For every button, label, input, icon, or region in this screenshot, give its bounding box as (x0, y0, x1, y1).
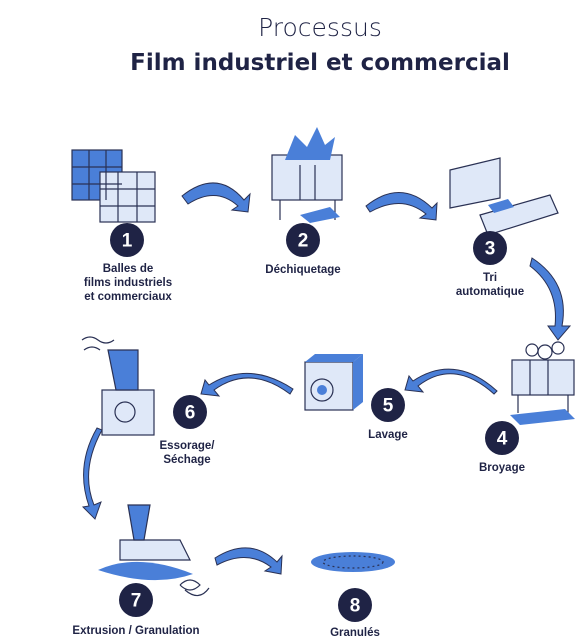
step-label: Déchiquetage (265, 264, 340, 276)
washer-icon (304, 354, 363, 411)
step-number: 5 (383, 396, 394, 417)
step: 4 Broyage (479, 421, 525, 474)
step: 1 Balles de films industriels et commerciau… (84, 223, 172, 303)
step-badge (286, 223, 320, 257)
arrow (214, 547, 283, 575)
step-label: Extrusion / Granulation (72, 625, 199, 637)
step: 5 Lavage (368, 388, 408, 441)
step-number: 8 (350, 596, 361, 617)
step-badge (173, 395, 207, 429)
dryer-icon (81, 336, 155, 436)
step-badge (485, 421, 519, 455)
arrow (181, 182, 251, 213)
title: Processus (258, 13, 382, 42)
step-number: 3 (485, 239, 496, 260)
step-label: Granulés (330, 627, 380, 638)
step: 2 Déchiquetage (265, 223, 341, 276)
arrow (200, 373, 294, 397)
step: 7 Extrusion / Granulation (72, 583, 200, 637)
step-label: Essorage/ (160, 440, 216, 452)
step-badge (473, 231, 507, 265)
step-number: 7 (131, 591, 142, 612)
arrow (81, 427, 103, 520)
grinder-icon (510, 341, 575, 425)
arrow (404, 368, 498, 395)
step-label: Séchage (163, 454, 210, 466)
step-badge (119, 583, 153, 617)
step-label: automatique (456, 286, 524, 298)
step-label: Balles de (103, 263, 154, 275)
shredder-icon (271, 127, 343, 223)
granules-icon (311, 552, 395, 572)
step-label: Lavage (368, 429, 408, 441)
sorter-icon (449, 157, 559, 236)
step: 6 Essorage/Séchage (160, 395, 216, 466)
arrows (81, 182, 572, 575)
step-number: 2 (298, 231, 309, 252)
bales-icon (71, 149, 156, 223)
step-label: Broyage (479, 462, 525, 474)
arrow (365, 192, 438, 221)
step-label: et commerciaux (84, 291, 172, 303)
step-badge (371, 388, 405, 422)
arrow (529, 257, 572, 341)
icons (71, 127, 575, 597)
extruder-icon (98, 504, 210, 597)
step-number: 1 (122, 231, 133, 252)
step-label: Tri (483, 272, 497, 284)
step-badge (110, 223, 144, 257)
steps: 1 Balles de films industriels et commerciau… (72, 223, 525, 638)
step-number: 6 (185, 403, 196, 424)
subtitle: Film industriel et commercial (130, 50, 510, 76)
step: 3 Tri automatique (456, 231, 524, 298)
step: 8 Granulés (330, 588, 380, 638)
step-number: 4 (497, 429, 508, 450)
step-label: films industriels (84, 277, 172, 289)
step-badge (338, 588, 372, 622)
